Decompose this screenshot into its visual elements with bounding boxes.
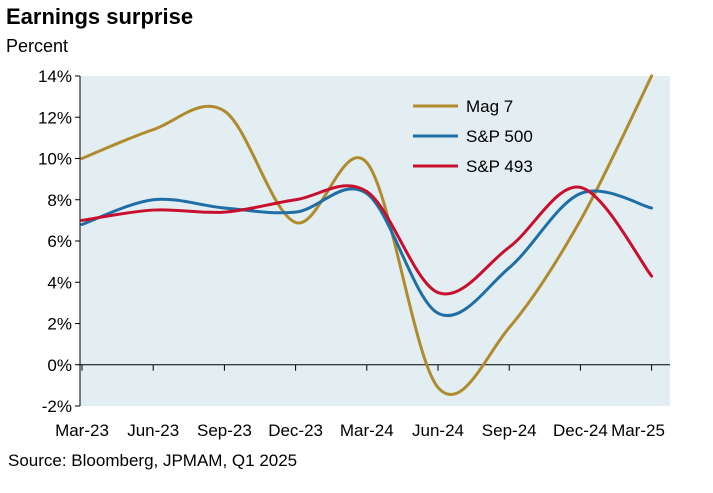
x-tick-label: Dec-23: [268, 421, 323, 440]
series-line-mag-7: [80, 74, 654, 396]
y-tick-label: 12%: [38, 108, 72, 127]
x-tick-label: Jun-24: [412, 421, 464, 440]
legend-label: S&P 493: [466, 157, 533, 176]
x-tick-label: Mar-25: [611, 421, 665, 440]
series-line-s-p-500: [80, 187, 654, 317]
y-tick-label: 14%: [38, 67, 72, 86]
x-tick-label: Mar-24: [340, 421, 394, 440]
x-tick-label: Mar-23: [55, 421, 109, 440]
y-tick-label: 6%: [47, 232, 72, 251]
chart-title: Earnings surprise: [6, 4, 194, 29]
series-line-s-p-493: [80, 184, 654, 296]
legend-label: S&P 500: [466, 127, 533, 146]
y-tick-label: 0%: [47, 356, 72, 375]
y-axis-label: Percent: [6, 36, 69, 56]
y-tick-label: 8%: [47, 191, 72, 210]
plot-background: [80, 76, 670, 406]
y-tick-label: 4%: [47, 273, 72, 292]
source-note: Source: Bloomberg, JPMAM, Q1 2025: [8, 451, 298, 470]
x-tick-label: Jun-23: [127, 421, 179, 440]
x-tick-label: Dec-24: [553, 421, 608, 440]
y-tick-label: -2%: [42, 397, 72, 416]
legend-label: Mag 7: [466, 97, 513, 116]
y-tick-label: 10%: [38, 150, 72, 169]
y-tick-label: 2%: [47, 315, 72, 334]
x-tick-label: Sep-23: [197, 421, 252, 440]
x-tick-label: Sep-24: [482, 421, 537, 440]
